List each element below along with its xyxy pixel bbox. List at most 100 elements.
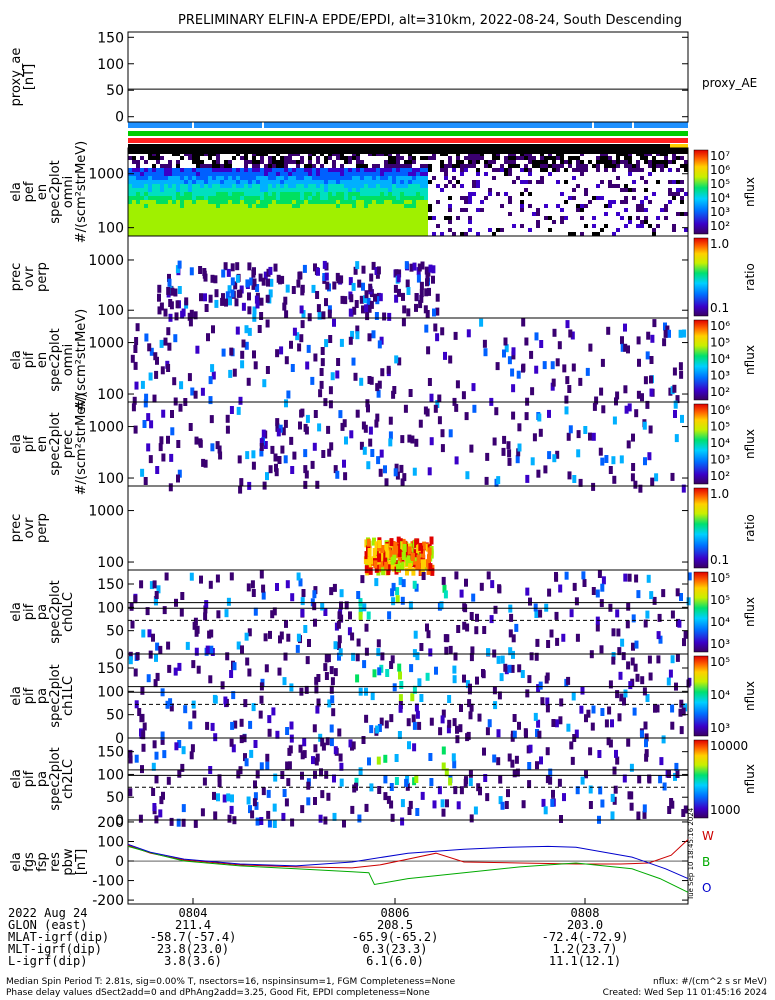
- spectrogram-cell: [162, 750, 167, 759]
- spectrogram-cell: [437, 786, 442, 795]
- spectrogram-cell: [620, 336, 624, 345]
- spectrogram-cell: [520, 192, 524, 196]
- spectrogram-cell: [292, 180, 296, 184]
- spectrogram-cell: [132, 212, 136, 216]
- time-axis-value: 11.1(12.1): [548, 954, 622, 968]
- spectrogram-cell: [144, 393, 149, 402]
- spectrogram-cell: [360, 192, 364, 196]
- spectrogram-cell: [424, 192, 428, 196]
- spectrogram-cell: [220, 212, 224, 216]
- spectrogram-cell: [136, 168, 140, 172]
- spectrogram-cell: [537, 413, 542, 422]
- spectrogram-cell: [288, 212, 292, 216]
- y-tick-label: 100: [97, 600, 124, 616]
- spectrogram-cell: [400, 168, 404, 172]
- spectrogram-cell: [224, 224, 228, 228]
- spectrogram-cell: [224, 228, 228, 232]
- spectrogram-cell: [416, 188, 420, 192]
- spectrogram-cell: [272, 180, 276, 184]
- spectrogram-cell: [412, 721, 417, 730]
- y-tick-label: 0: [115, 813, 124, 829]
- spectrogram-cells: [128, 738, 688, 828]
- spectrogram-cell: [168, 200, 172, 204]
- spectrogram-cell: [357, 279, 362, 288]
- spectrogram-cell: [652, 232, 656, 236]
- spectrogram-cell: [368, 204, 372, 208]
- spectrogram-cell: [320, 220, 324, 224]
- spectrogram-cell: [404, 216, 408, 220]
- spectrogram-cell: [248, 200, 252, 204]
- spectrogram-cell: [208, 204, 212, 208]
- spectrogram-cell: [296, 184, 300, 188]
- spectrogram-cell: [292, 200, 296, 204]
- spectrogram-cell: [680, 164, 684, 168]
- spectrogram-cell: [435, 293, 440, 302]
- spectrogram-cell: [414, 293, 419, 301]
- spectrogram-cell: [356, 192, 360, 196]
- spectrogram-cell: [600, 799, 605, 808]
- spectrogram-cell: [387, 312, 392, 321]
- spectrogram-cell: [373, 560, 378, 569]
- status-bar-gap: [632, 122, 634, 128]
- spectrogram-cell: [265, 366, 270, 374]
- spectrogram-cell: [249, 749, 254, 758]
- spectrogram-cell: [259, 438, 264, 447]
- spectrogram-cell: [588, 200, 592, 204]
- spectrogram-cell: [366, 404, 370, 413]
- spectrogram-cell: [268, 224, 272, 228]
- spectrogram-cell: [596, 232, 600, 236]
- spectrogram-cell: [380, 176, 384, 180]
- spectrogram-cell: [132, 176, 136, 180]
- spectrogram-cell: [280, 224, 284, 228]
- spectrogram-cell: [247, 306, 252, 315]
- spectrogram-cell: [421, 550, 425, 559]
- spectrogram-cell: [612, 416, 617, 425]
- spectrogram-cell: [344, 176, 348, 180]
- spectrogram-cell: [556, 156, 560, 160]
- time-axis-table: 2022 Aug 24 0804 0806 0808 GLON (east) 211.4 2…: [0, 907, 775, 977]
- spectrogram-cell: [372, 212, 376, 216]
- spectrogram-cell: [552, 168, 556, 172]
- spectrogram-cell: [428, 164, 432, 168]
- spectrogram-cell: [300, 805, 305, 814]
- spectrogram-cell: [479, 318, 484, 327]
- spectrogram-cell: [428, 168, 432, 172]
- spectrogram-cell: [164, 212, 168, 216]
- spectrogram-cell: [276, 200, 280, 204]
- spectrogram-cell: [568, 232, 572, 236]
- spectrogram-cell: [376, 220, 380, 224]
- spectrogram-cell: [656, 631, 661, 640]
- spectrogram-cell: [412, 156, 416, 160]
- spectrogram-cell: [313, 797, 317, 805]
- spectrogram-cell: [344, 168, 348, 172]
- spectrogram-cell: [360, 172, 364, 176]
- spectrogram-cell: [408, 164, 412, 168]
- spectrogram-cell: [384, 204, 388, 208]
- spectrogram-cell: [169, 301, 174, 310]
- spectrogram-cell: [511, 384, 516, 393]
- spectrogram-cell: [623, 689, 628, 698]
- spectrogram-cell: [289, 683, 294, 692]
- spectrogram-cell: [420, 200, 424, 204]
- spectrogram-cell: [354, 777, 359, 786]
- spectrogram-cell: [256, 176, 260, 180]
- spectrogram-cell: [212, 188, 216, 192]
- spectrogram-cell: [472, 156, 476, 160]
- spectrogram-cell: [213, 275, 218, 284]
- spectrogram-cell: [152, 216, 156, 220]
- spectrogram-cell: [285, 727, 290, 735]
- spectrogram-cell: [236, 192, 240, 196]
- spectrogram-cell: [668, 200, 672, 204]
- spectrogram-cell: [136, 228, 140, 232]
- spectrogram-cell: [168, 188, 172, 192]
- spectrogram-cell: [459, 786, 464, 795]
- spectrogram-cell: [528, 204, 532, 208]
- spectrogram-cell: [528, 597, 532, 606]
- spectrogram-cell: [180, 176, 184, 180]
- spectrogram-cell: [336, 156, 340, 160]
- spectrogram-cell: [168, 176, 172, 180]
- spectrogram-cell: [177, 740, 182, 748]
- spectrogram-cell: [569, 609, 574, 618]
- spectrogram-cell: [246, 583, 251, 592]
- spectrogram-cell: [284, 224, 288, 228]
